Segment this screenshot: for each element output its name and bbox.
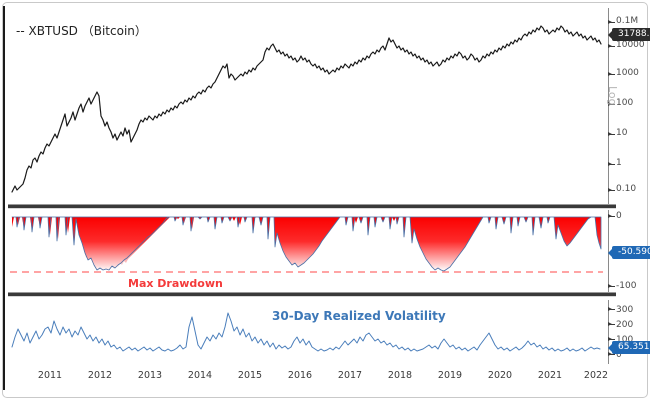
volatility-tick-label-2: 100 [616,335,634,345]
year-label-2016: 2016 [287,370,313,381]
price-tick-label-0: 0.1M [616,16,639,26]
max-drawdown-annotation: Max Drawdown [128,277,223,290]
volatility-line-series [11,312,601,352]
series-legend-marker: -- [16,24,25,38]
volatility-axis [608,300,616,364]
drawdown-area-svg [10,216,603,273]
price-tick-label-4: 10 [616,128,628,138]
drawdown-tick-label-0: 0 [616,211,622,221]
price-tick-label-5: 1 [616,158,622,168]
drawdown-tick-0 [608,214,615,218]
drawdown-tick-label-1: -100 [616,281,637,291]
left-border-accent [3,6,5,390]
price-tick-label-6: 0.10 [616,184,637,194]
price-tick-label-3: 100 [616,98,634,108]
year-label-2014: 2014 [187,370,213,381]
volatility-tick-label-3: 0 [616,350,622,360]
year-label-2017: 2017 [337,370,363,381]
volatility-value-text: 65.3519 [618,342,650,352]
volatility-tick-3 [608,352,615,356]
series-legend: -- XBTUSD （Bitcoin） [16,22,147,39]
price-chart-panel[interactable] [8,8,605,202]
drawdown-chart-panel[interactable] [8,213,605,289]
year-label-2011: 2011 [37,370,63,381]
realized-volatility-annotation: 30-Day Realized Volatility [272,309,446,323]
volatility-tick-1 [608,322,615,326]
price-tick-label-2: 1000 [616,68,639,78]
panel-divider-top [8,204,616,209]
price-value-callout[interactable]: 31788.28 [608,28,650,41]
price-line-svg [11,25,602,193]
panel-divider-bottom [8,292,616,297]
price-tick-6 [608,188,615,192]
price-tick-5 [608,162,615,166]
volatility-chart-panel[interactable] [8,307,605,364]
volatility-tick-label-1: 200 [616,320,634,330]
price-tick-3 [608,102,615,106]
volatility-line-svg [11,312,601,352]
year-label-2019: 2019 [437,370,463,381]
volatility-tick-2 [608,337,615,341]
series-legend-label: XBTUSD （Bitcoin） [28,24,147,38]
x-axis-years: 2011 2012 2013 2014 2015 2016 2017 2018 … [8,370,608,386]
price-value-text: 31788.28 [618,29,650,39]
year-label-2015: 2015 [237,370,263,381]
year-label-2022: 2022 [583,370,609,381]
volatility-tick-label-0: 300 [616,305,634,315]
price-tick-4 [608,132,615,136]
drawdown-silhouette [11,216,602,272]
year-label-2013: 2013 [137,370,163,381]
volatility-value-callout[interactable]: 65.3519 [607,341,650,354]
price-tick-label-1: 10000 [616,40,645,50]
price-axis [608,8,616,204]
year-label-2012: 2012 [87,370,113,381]
year-label-2020: 2020 [487,370,513,381]
price-tick-1 [608,44,615,48]
price-tick-0 [608,20,615,24]
year-label-2018: 2018 [387,370,413,381]
price-line-series [11,25,602,193]
price-tick-2 [608,72,615,76]
year-label-2021: 2021 [537,370,563,381]
volatility-tick-0 [608,307,615,311]
drawdown-tick-1 [608,284,615,288]
price-axis-title: Log [606,86,619,106]
